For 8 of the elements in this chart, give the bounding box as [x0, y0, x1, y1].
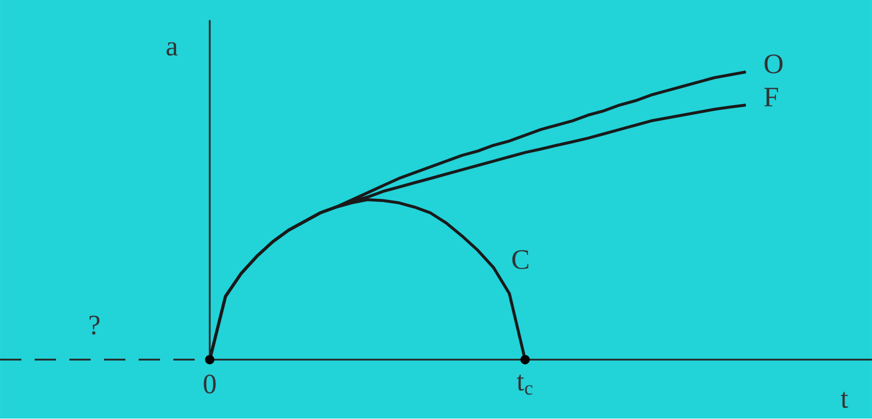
x-tick-label: 0: [204, 374, 216, 394]
x-tick-label: t$_{c}$: [516, 374, 532, 395]
series-label: O: [764, 54, 783, 74]
text: ?: [90, 316, 100, 335]
series-label: F: [764, 88, 778, 106]
y-axis-title: a: [166, 42, 178, 56]
series-label: C: [512, 250, 528, 270]
x-axis-title: t: [840, 392, 848, 408]
